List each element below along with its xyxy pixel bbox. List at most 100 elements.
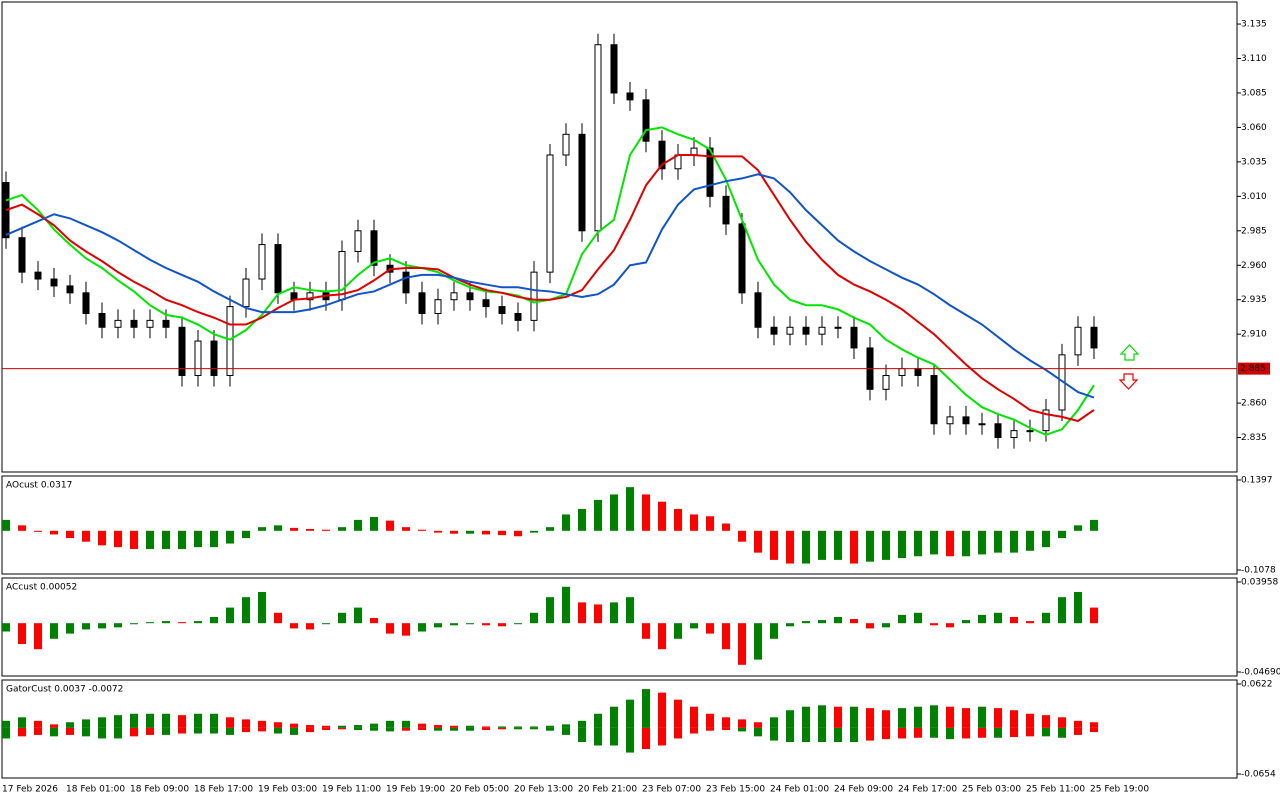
gator-bar bbox=[802, 727, 810, 742]
histogram-bar bbox=[786, 530, 794, 564]
histogram-bar bbox=[82, 623, 90, 630]
x-tick-label: 25 Feb 19:00 bbox=[1090, 785, 1149, 795]
gator-bar bbox=[162, 727, 170, 735]
gator-bar bbox=[658, 727, 666, 746]
gator-bar bbox=[946, 727, 954, 740]
candle-body bbox=[306, 292, 314, 301]
candle-body bbox=[882, 375, 890, 390]
gator-bar bbox=[626, 699, 634, 728]
gator-bar bbox=[130, 727, 138, 737]
histogram-bar bbox=[98, 623, 106, 629]
histogram-bar bbox=[946, 623, 954, 628]
histogram-bar bbox=[930, 623, 938, 626]
x-tick-label: 19 Feb 11:00 bbox=[322, 785, 381, 795]
histogram-bar bbox=[146, 622, 154, 624]
gator-bar bbox=[722, 727, 730, 730]
y-tick-label: -0.04690 bbox=[1241, 668, 1280, 678]
histogram-bar bbox=[258, 527, 266, 531]
histogram-bar bbox=[402, 527, 410, 531]
histogram-bar bbox=[994, 530, 1002, 553]
x-tick-label: 20 Feb 13:00 bbox=[514, 785, 573, 795]
x-tick-label: 20 Feb 05:00 bbox=[450, 785, 509, 795]
y-tick-label: 3.035 bbox=[1241, 157, 1267, 167]
gator-bar bbox=[354, 727, 362, 730]
indicator-label: GatorCust 0.0037 -0.0072 bbox=[6, 685, 123, 695]
buy-arrow bbox=[1119, 344, 1140, 361]
histogram-bar bbox=[498, 530, 506, 536]
y-tick-label: 0.03958 bbox=[1241, 578, 1278, 588]
gator-bar bbox=[210, 713, 218, 728]
candle-body bbox=[210, 340, 218, 377]
gator-bar bbox=[114, 715, 122, 728]
gator-bar bbox=[1090, 727, 1098, 733]
gator-bar bbox=[914, 706, 922, 728]
candle-body bbox=[898, 368, 906, 377]
gator-bar bbox=[690, 706, 698, 728]
candle-body bbox=[658, 140, 666, 170]
candle-body bbox=[1010, 430, 1018, 439]
gator-bar bbox=[82, 719, 90, 728]
histogram-bar bbox=[546, 597, 554, 624]
gator-bar bbox=[178, 727, 186, 734]
panel-frame bbox=[1, 1, 1238, 473]
histogram-bar bbox=[290, 527, 298, 531]
histogram-bar bbox=[1058, 530, 1066, 539]
gator-bar bbox=[770, 727, 778, 741]
gator-bar bbox=[322, 725, 330, 728]
gator-bar bbox=[370, 723, 378, 728]
histogram-bar bbox=[642, 494, 650, 531]
gator-bar bbox=[194, 713, 202, 728]
gator-bar bbox=[498, 726, 506, 728]
candle-body bbox=[1090, 326, 1098, 349]
gator-bar bbox=[626, 727, 634, 753]
histogram-bar bbox=[850, 619, 858, 624]
histogram-bar bbox=[418, 623, 426, 632]
gator-bar bbox=[386, 727, 394, 732]
gator-bar bbox=[1042, 727, 1050, 737]
histogram-bar bbox=[466, 623, 474, 625]
candle-body bbox=[18, 237, 26, 273]
gator-bar bbox=[434, 725, 442, 728]
gator-bar bbox=[930, 727, 938, 738]
gator-bar bbox=[402, 727, 410, 731]
y-tick-label: 0.0622 bbox=[1241, 680, 1273, 690]
histogram-bar bbox=[1074, 525, 1082, 531]
candle-body bbox=[162, 319, 170, 328]
histogram-bar bbox=[866, 530, 874, 562]
x-tick-label: 25 Feb 11:00 bbox=[1026, 785, 1085, 795]
gator-bar bbox=[722, 717, 730, 728]
gator-bar bbox=[834, 706, 842, 728]
histogram-bar bbox=[498, 623, 506, 627]
x-tick-label: 24 Feb 01:00 bbox=[770, 785, 829, 795]
histogram-bar bbox=[1058, 597, 1066, 624]
gator-bar bbox=[306, 727, 314, 733]
histogram-bar bbox=[722, 623, 730, 650]
histogram-bar bbox=[226, 607, 234, 624]
histogram-bar bbox=[290, 623, 298, 629]
histogram-bar bbox=[674, 508, 682, 531]
candle-body bbox=[82, 292, 90, 314]
gator-bar bbox=[578, 720, 586, 728]
histogram-bar bbox=[2, 519, 10, 531]
gator-bar bbox=[338, 725, 346, 728]
y-tick-label: 3.085 bbox=[1241, 88, 1267, 98]
histogram-bar bbox=[882, 623, 890, 628]
gator-bar bbox=[1074, 727, 1082, 735]
panel-frame bbox=[1, 577, 1238, 677]
candle-body bbox=[226, 306, 234, 377]
gator-bar bbox=[274, 722, 282, 728]
histogram-bar bbox=[450, 623, 458, 626]
candle-body bbox=[850, 326, 858, 349]
current-price-box bbox=[1238, 362, 1270, 375]
candle-body bbox=[1042, 409, 1050, 432]
histogram-bar bbox=[50, 530, 58, 535]
histogram-bar bbox=[1026, 530, 1034, 551]
gator-bar bbox=[2, 720, 10, 728]
histogram-bar bbox=[770, 623, 778, 639]
indicator-line bbox=[5, 153, 1095, 423]
gator-bar bbox=[1042, 715, 1050, 728]
gator-bar bbox=[18, 717, 26, 728]
histogram-bar bbox=[562, 514, 570, 531]
histogram-bar bbox=[530, 612, 538, 624]
